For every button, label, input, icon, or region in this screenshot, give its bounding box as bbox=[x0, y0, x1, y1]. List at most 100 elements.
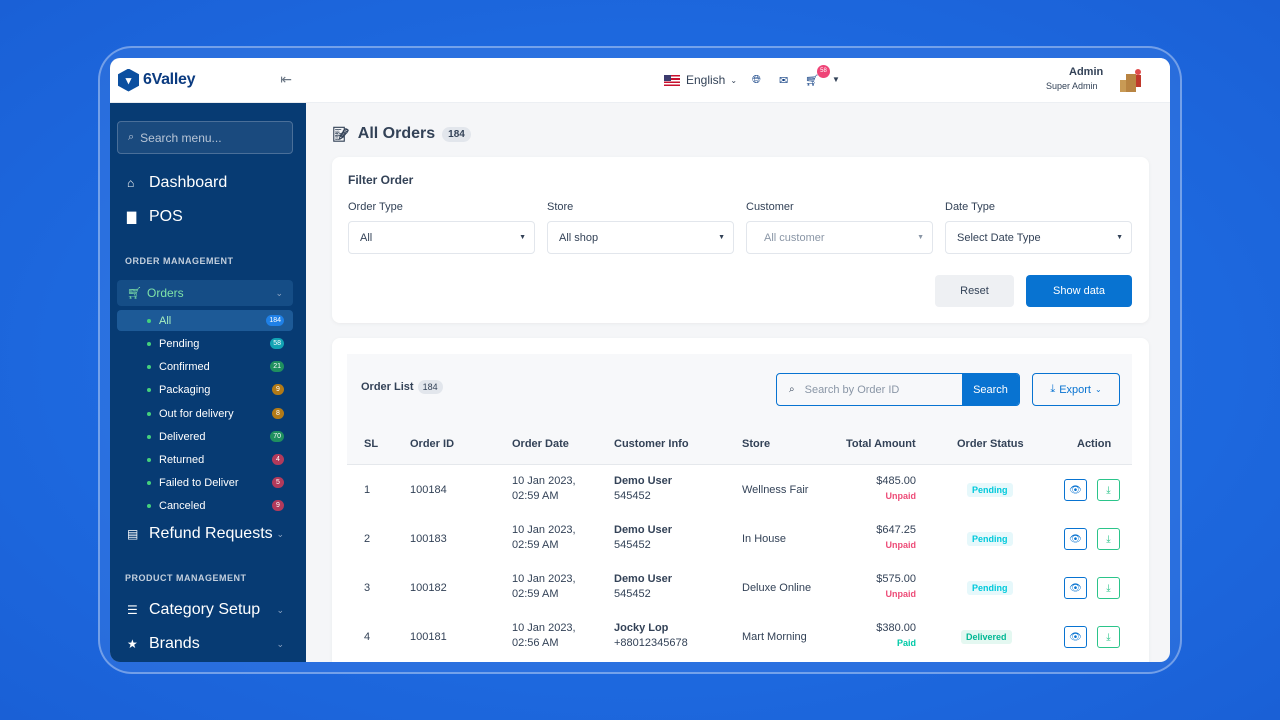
us-flag-icon bbox=[664, 74, 680, 86]
row-order-id[interactable]: 100184 bbox=[410, 484, 447, 496]
customer-select[interactable]: All customer ▼ bbox=[746, 221, 933, 254]
sidebar-item-label: Brands bbox=[149, 635, 200, 652]
row-order-id[interactable]: 100182 bbox=[410, 582, 447, 594]
view-button[interactable]: 👁︎ bbox=[1064, 577, 1087, 599]
payment-status: Unpaid bbox=[885, 540, 917, 550]
cart-icon[interactable]: 🛒︎ bbox=[805, 75, 819, 87]
row-order-date: 10 Jan 2023, 02:59 AM bbox=[512, 475, 576, 502]
view-button[interactable]: 👁︎ bbox=[1064, 626, 1087, 648]
download-invoice-button[interactable]: ⤓ bbox=[1097, 479, 1120, 501]
download-invoice-button[interactable]: ⤓ bbox=[1097, 577, 1120, 599]
sidebar-subitem-delivered[interactable]: Delivered 70 bbox=[117, 426, 293, 447]
sidebar-subitem-failed-to-deliver[interactable]: Failed to Deliver 5 bbox=[117, 472, 293, 493]
date-type-select[interactable]: Select Date Type ▼ bbox=[945, 221, 1132, 254]
row-order-date: 10 Jan 2023, 02:59 AM bbox=[512, 524, 576, 551]
sidebar-item-label: Dashboard bbox=[149, 174, 228, 191]
row-order-id[interactable]: 100183 bbox=[410, 533, 447, 545]
customer-label: Customer bbox=[746, 201, 794, 213]
row-sl: 4 bbox=[364, 631, 371, 643]
search-menu-input[interactable]: ⌕ Search menu... bbox=[117, 121, 293, 154]
order-search-input[interactable]: ⌕ Search by Order ID bbox=[789, 383, 900, 396]
sidebar-item-refund-requests[interactable]: ▤ Refund Requests ⌄ bbox=[110, 525, 306, 542]
filter-card: Filter Order Order Type All ▼ Store All s… bbox=[332, 157, 1149, 323]
table-header: SL Order ID Order Date Customer Info Sto… bbox=[347, 425, 1132, 465]
mail-icon[interactable]: ✉ bbox=[779, 75, 789, 87]
sidebar-item-pos[interactable]: ▇ POS bbox=[110, 208, 306, 225]
section-order-management: ORDER MANAGEMENT bbox=[125, 256, 234, 266]
column-header: Action bbox=[1077, 438, 1112, 450]
topbar bbox=[306, 58, 1170, 103]
chevron-down-icon: ⌄ bbox=[275, 287, 283, 298]
status-badge: Pending bbox=[967, 581, 1013, 595]
show-data-button[interactable]: Show data bbox=[1026, 275, 1132, 307]
language-selector[interactable]: English ⌄ bbox=[664, 73, 737, 87]
admin-name[interactable]: Admin bbox=[1069, 66, 1104, 78]
search-button[interactable]: Search bbox=[962, 374, 1019, 405]
row-customer-info[interactable]: Demo User 545452 bbox=[614, 475, 673, 502]
status-badge: Pending bbox=[967, 483, 1013, 497]
sidebar-subitem-returned[interactable]: Returned 4 bbox=[117, 449, 293, 470]
count-badge: 70 bbox=[270, 431, 284, 442]
view-button[interactable]: 👁︎ bbox=[1064, 528, 1087, 550]
caret-down-icon: ▼ bbox=[718, 234, 725, 241]
download-invoice-button[interactable]: ⤓ bbox=[1097, 528, 1120, 550]
sidebar-item-category-setup[interactable]: ☰ Category Setup ⌄ bbox=[110, 601, 306, 618]
row-customer-info[interactable]: Demo User 545452 bbox=[614, 573, 673, 600]
column-header: SL bbox=[364, 438, 379, 450]
sidebar-subitem-confirmed[interactable]: Confirmed 21 bbox=[117, 356, 293, 377]
view-button[interactable]: 👁︎ bbox=[1064, 479, 1087, 501]
caret-down-icon[interactable]: ▼ bbox=[832, 75, 840, 84]
store-select[interactable]: All shop ▼ bbox=[547, 221, 734, 254]
row-sl: 3 bbox=[364, 582, 371, 594]
row-customer-info[interactable]: Jocky Lop +88012345678 bbox=[614, 622, 688, 649]
row-store: Mart Morning bbox=[742, 631, 807, 643]
payment-status: Unpaid bbox=[885, 589, 917, 599]
count-badge: 9 bbox=[272, 500, 284, 511]
column-header: Total Amount bbox=[846, 438, 916, 450]
order-list-title: Order List 184 bbox=[361, 380, 443, 394]
sidebar-item-orders[interactable]: 🛒︎ Orders ⌄ bbox=[117, 280, 293, 306]
sidebar-item-label: Category Setup bbox=[149, 601, 261, 618]
count-badge: 58 bbox=[270, 338, 284, 349]
count-badge: 21 bbox=[270, 361, 284, 372]
table-row: 2 100183 10 Jan 2023, 02:59 AM Demo User 5… bbox=[347, 514, 1132, 563]
sidebar-item-label: Refund Requests bbox=[149, 525, 273, 542]
order-type-select[interactable]: All ▼ bbox=[348, 221, 535, 254]
row-store: In House bbox=[742, 533, 787, 545]
table-row: 4 100181 10 Jan 2023, 02:56 AM Jocky Lop +… bbox=[347, 612, 1132, 661]
sidebar-subitem-all[interactable]: All 184 bbox=[117, 310, 293, 331]
brand-name[interactable]: 6Valley bbox=[143, 71, 196, 88]
export-button[interactable]: ⤓ Export ⌄ bbox=[1032, 373, 1120, 406]
row-customer-info[interactable]: Demo User 545452 bbox=[614, 524, 673, 551]
sidebar-subitem-packaging[interactable]: Packaging 9 bbox=[117, 379, 293, 400]
sidebar-subitem-canceled[interactable]: Canceled 9 bbox=[117, 495, 293, 516]
chevron-down-icon: ⌄ bbox=[1094, 385, 1102, 394]
page-title: 📝︎ All Orders 184 bbox=[332, 125, 471, 143]
sidebar-item-brands[interactable]: ★ Brands ⌄ bbox=[110, 635, 306, 652]
globe-icon[interactable]: 🌐︎ bbox=[752, 74, 761, 86]
row-total-amount: $485.00 Unpaid bbox=[876, 474, 916, 504]
count-badge: 4 bbox=[272, 454, 284, 465]
reset-button[interactable]: Reset bbox=[935, 275, 1014, 307]
collapse-sidebar-icon[interactable]: ⇤ bbox=[280, 71, 292, 87]
avatar[interactable] bbox=[1116, 66, 1146, 94]
chevron-down-icon: ⌄ bbox=[276, 528, 284, 539]
date-type-label: Date Type bbox=[945, 201, 995, 213]
row-sl: 2 bbox=[364, 533, 371, 545]
row-total-amount: $575.00 Unpaid bbox=[876, 572, 916, 602]
star-icon: ★ bbox=[127, 637, 138, 651]
payment-status: Paid bbox=[896, 638, 916, 648]
brand-bar: ▾ 6Valley ⇤ bbox=[110, 58, 306, 103]
cart-count-badge: 58 bbox=[817, 65, 830, 78]
row-order-id[interactable]: 100181 bbox=[410, 631, 447, 643]
admin-role: Super Admin bbox=[1046, 81, 1098, 91]
row-store: Deluxe Online bbox=[742, 582, 812, 594]
sidebar-subitem-out-for-delivery[interactable]: Out for delivery 8 bbox=[117, 403, 293, 424]
column-header: Store bbox=[742, 438, 771, 450]
row-order-date: 10 Jan 2023, 02:59 AM bbox=[512, 573, 576, 600]
download-invoice-button[interactable]: ⤓ bbox=[1097, 626, 1120, 648]
search-menu-placeholder: Search menu... bbox=[140, 130, 222, 145]
sidebar-subitem-pending[interactable]: Pending 58 bbox=[117, 333, 293, 354]
sidebar-item-dashboard[interactable]: ⌂ Dashboard bbox=[110, 174, 306, 191]
order-search: ⌕ Search by Order ID Search bbox=[776, 373, 1020, 406]
